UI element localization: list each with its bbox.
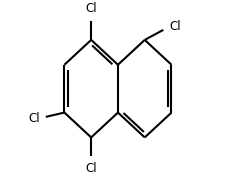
Text: Cl: Cl xyxy=(85,2,97,15)
Text: Cl: Cl xyxy=(85,162,97,175)
Text: Cl: Cl xyxy=(28,112,40,125)
Text: Cl: Cl xyxy=(170,20,181,33)
